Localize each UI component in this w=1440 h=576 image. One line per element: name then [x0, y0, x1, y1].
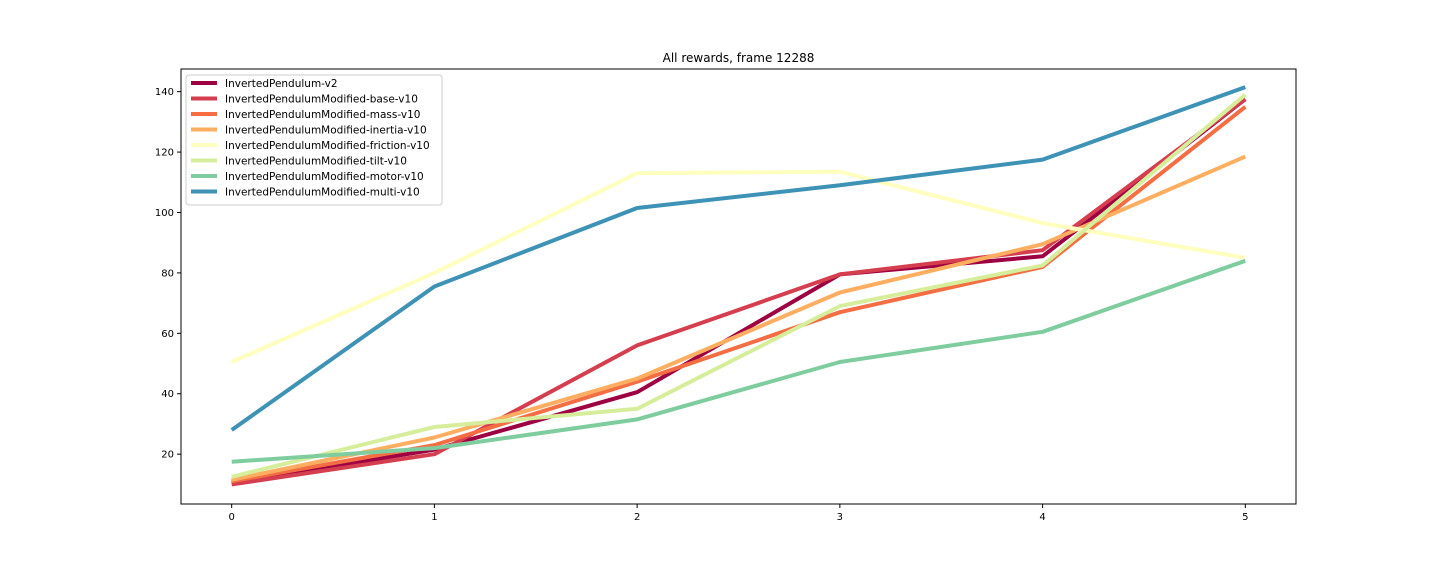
y-tick-label: 40	[161, 389, 174, 400]
y-tick-label: 120	[155, 148, 174, 159]
y-tick-label: 140	[155, 87, 174, 98]
legend-label: InvertedPendulumModified-tilt-v10	[225, 156, 407, 168]
legend-label: InvertedPendulumModified-friction-v10	[225, 140, 430, 152]
y-tick-label: 20	[161, 450, 174, 461]
legend: InvertedPendulum-v2 InvertedPendulumModif…	[185, 74, 443, 206]
series-line-6	[231, 258, 1246, 464]
x-tick-label: 3	[837, 512, 843, 523]
x-tick-label: 0	[228, 512, 234, 523]
x-tick-label: 2	[634, 512, 640, 523]
legend-label: InvertedPendulum-v2	[225, 78, 338, 90]
legend-label: InvertedPendulumModified-inertia-v10	[225, 125, 427, 137]
x-tick-label: 5	[1242, 512, 1248, 523]
y-tick-label: 100	[155, 208, 174, 219]
legend-box	[185, 74, 443, 206]
x-tick-label: 4	[1039, 512, 1045, 523]
y-tick-label: 80	[161, 268, 174, 279]
legend-label: InvertedPendulumModified-multi-v10	[225, 187, 420, 199]
y-tick-label: 60	[161, 329, 174, 340]
axis-ticks: 0 1 2 3 4 5 20 40 60 80 100 120 140	[155, 87, 1249, 523]
chart-title: All rewards, frame 12288	[662, 51, 815, 65]
plot-frame	[180, 68, 1297, 505]
series-line-5	[231, 93, 1247, 479]
legend-label: InvertedPendulumModified-mass-v10	[225, 109, 420, 121]
series-line-1	[231, 97, 1247, 487]
x-tick-label: 1	[431, 512, 437, 523]
series-line-4	[230, 169, 1246, 364]
legend-label: InvertedPendulumModified-base-v10	[225, 94, 418, 106]
series-lines	[230, 85, 1247, 487]
legend-label: InvertedPendulumModified-motor-v10	[225, 171, 424, 183]
series-line-7	[230, 85, 1246, 432]
